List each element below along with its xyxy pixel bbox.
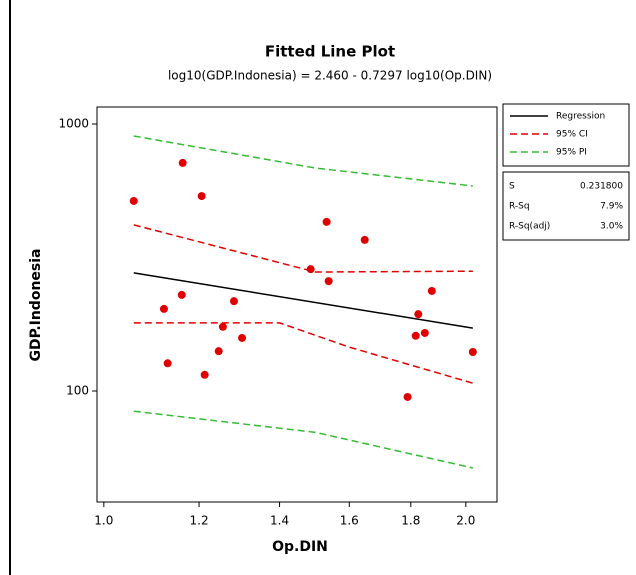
point — [229, 297, 238, 306]
point — [200, 370, 209, 379]
legend-label: Regression — [556, 112, 605, 122]
point — [218, 322, 227, 331]
x-tick-label: 1.6 — [340, 514, 359, 528]
point — [306, 265, 315, 274]
point — [163, 359, 172, 368]
point — [129, 196, 138, 205]
x-tick-label: 1.2 — [190, 514, 209, 528]
point — [360, 235, 369, 244]
point — [197, 192, 206, 201]
y-tick-label: 100 — [66, 384, 89, 398]
point — [468, 347, 477, 356]
legend — [502, 103, 630, 167]
point — [411, 331, 420, 340]
stat-name: S — [509, 182, 515, 192]
x-tick-label: 1.8 — [401, 514, 420, 528]
series-line-lower — [133, 322, 474, 384]
x-axis-label: Op.DIN — [272, 539, 328, 555]
point — [420, 328, 429, 337]
y-axis-label: GDP.Indonesia — [28, 249, 44, 362]
legend-label: 95% PI — [556, 148, 587, 158]
point — [178, 158, 187, 167]
point — [414, 310, 423, 319]
series-line — [133, 224, 473, 273]
y-tick-label: 1000 — [58, 117, 89, 131]
point — [324, 277, 333, 286]
stat-value: 7.9% — [600, 202, 623, 212]
stat-name: R-Sq(adj) — [509, 222, 550, 232]
stat-value: 3.0% — [600, 222, 623, 232]
point — [159, 304, 168, 313]
x-tick-label: 1.4 — [270, 514, 289, 528]
stat-name: R-Sq — [509, 202, 530, 212]
point — [214, 347, 223, 356]
series-line — [133, 135, 473, 187]
chart-title: Fitted Line Plot — [265, 43, 395, 61]
chart-subtitle: log10(GDP.Indonesia) = 2.460 - 0.7297 lo… — [168, 69, 492, 83]
stat-value: 0.231800 — [580, 182, 623, 192]
x-tick-label: 2.0 — [456, 514, 475, 528]
series-line — [133, 272, 473, 329]
point — [238, 333, 247, 342]
point — [322, 217, 331, 226]
point — [403, 392, 412, 401]
plot-area — [96, 106, 498, 503]
legend-label: 95% CI — [556, 130, 588, 140]
x-tick-label: 1.0 — [94, 514, 113, 528]
point — [427, 286, 436, 295]
series-line-lower — [133, 410, 473, 469]
stats-box — [502, 171, 630, 241]
point — [177, 290, 186, 299]
